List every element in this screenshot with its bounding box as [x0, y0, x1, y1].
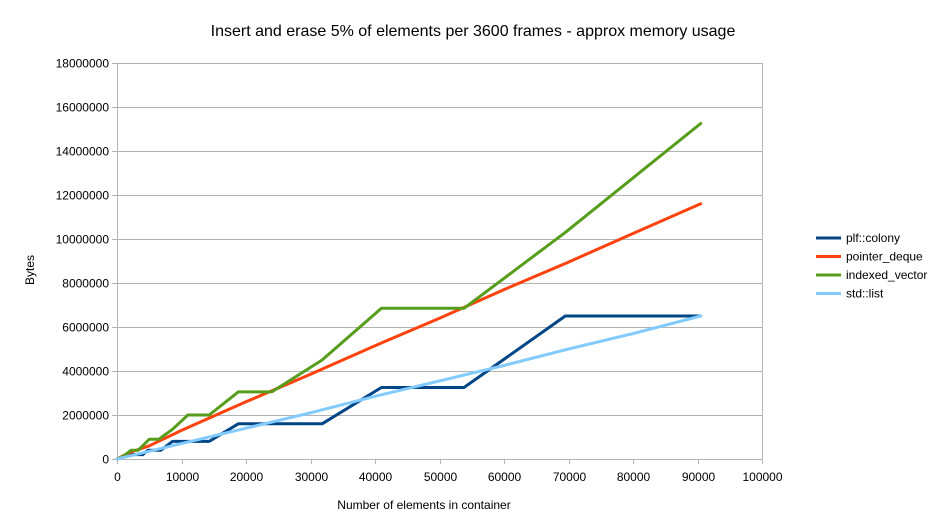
legend-label: pointer_deque [846, 250, 923, 264]
y-tick-label: 14000000 [56, 145, 110, 159]
legend-label: indexed_vector [846, 268, 927, 282]
x-tick-label: 60000 [488, 470, 522, 484]
y-tick-label: 18000000 [56, 57, 110, 71]
x-tick-label: 30000 [295, 470, 329, 484]
legend-label: std::list [846, 287, 884, 301]
y-tick-label: 0 [102, 453, 109, 467]
plot-area [117, 63, 763, 460]
y-tick-label: 12000000 [56, 189, 110, 203]
legend: plf::colonypointer_dequeindexed_vectorst… [816, 231, 927, 301]
y-axis-label: Bytes [23, 255, 37, 285]
x-tick-label: 0 [114, 470, 121, 484]
y-tick-label: 4000000 [62, 365, 109, 379]
x-tick-label: 90000 [682, 470, 716, 484]
x-axis-label: Number of elements in container [337, 498, 510, 512]
y-tick-label: 10000000 [56, 233, 110, 247]
x-tick-label: 100000 [742, 470, 782, 484]
x-tick-label: 10000 [166, 470, 200, 484]
x-axis: 0 10000 20000 30000 40000 50000 60000 70000 8000… [114, 459, 783, 484]
series-line [115, 314, 703, 461]
chart-title: Insert and erase 5% of elements per 3600… [211, 23, 736, 40]
series-lines [115, 122, 703, 461]
y-tick-label: 16000000 [56, 101, 110, 115]
gridlines [117, 63, 762, 460]
x-tick-label: 20000 [230, 470, 264, 484]
x-tick-label: 80000 [617, 470, 651, 484]
y-tick-label: 8000000 [62, 277, 109, 291]
y-tick-label: 2000000 [62, 409, 109, 423]
y-axis: 0 2000000 4000000 6000000 8000000 10000000 120… [56, 57, 117, 467]
legend-label: plf::colony [846, 231, 900, 245]
series-line [115, 202, 703, 461]
y-tick-label: 6000000 [62, 321, 109, 335]
series-line [115, 122, 703, 461]
x-tick-label: 70000 [553, 470, 587, 484]
x-tick-label: 40000 [359, 470, 393, 484]
x-tick-label: 50000 [424, 470, 458, 484]
